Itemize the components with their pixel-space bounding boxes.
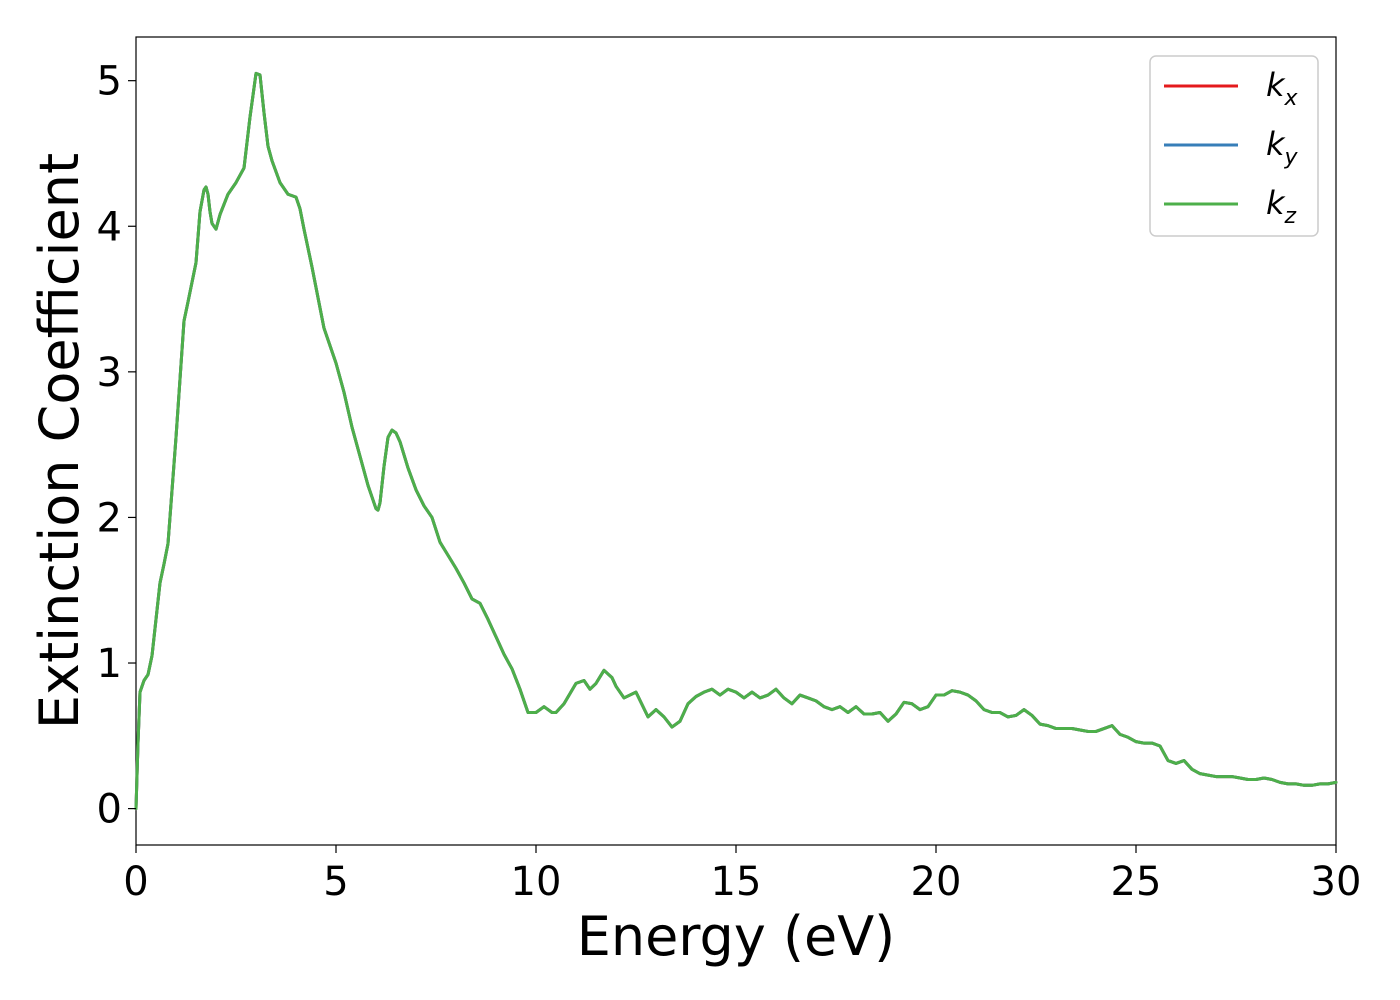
legend-label-base: k — [1266, 125, 1286, 163]
legend-label-base: k — [1266, 66, 1286, 104]
y-tick-label: 0 — [97, 787, 122, 833]
y-tick-label: 3 — [97, 350, 122, 396]
y-tick-label: 2 — [97, 495, 122, 541]
x-tick-label: 30 — [1311, 859, 1362, 905]
plot-frame — [135, 36, 1337, 846]
x-axis-label: Energy (eV) — [577, 905, 896, 968]
y-tick-label: 5 — [97, 59, 122, 105]
x-tick-label: 0 — [123, 859, 148, 905]
legend-label-base: k — [1266, 184, 1286, 222]
x-tick-label: 25 — [1111, 859, 1162, 905]
plot-area: 0 5 10 15 20 25 30 0 1 2 3 4 5 — [97, 36, 1361, 905]
series-layer — [134, 71, 1338, 811]
y-axis-ticks: 0 1 2 3 4 5 — [97, 59, 136, 833]
x-tick-label: 10 — [511, 859, 562, 905]
series-line-kz — [134, 71, 1338, 811]
legend-label-ky: ky — [1266, 125, 1299, 170]
x-tick-label: 5 — [323, 859, 348, 905]
legend-label-subscript: x — [1284, 86, 1299, 111]
legend-label-kz: kz — [1266, 184, 1297, 229]
x-tick-label: 20 — [911, 859, 962, 905]
y-tick-label: 1 — [97, 641, 122, 687]
y-axis-label: Extinction Coefficient — [28, 153, 91, 729]
x-tick-label: 15 — [711, 859, 762, 905]
legend-label-subscript: z — [1284, 204, 1297, 229]
legend-label-subscript: y — [1284, 145, 1299, 170]
legend-label-kx: kx — [1266, 66, 1299, 111]
x-axis-ticks: 0 5 10 15 20 25 30 — [123, 845, 1361, 905]
y-tick-label: 4 — [97, 204, 122, 250]
